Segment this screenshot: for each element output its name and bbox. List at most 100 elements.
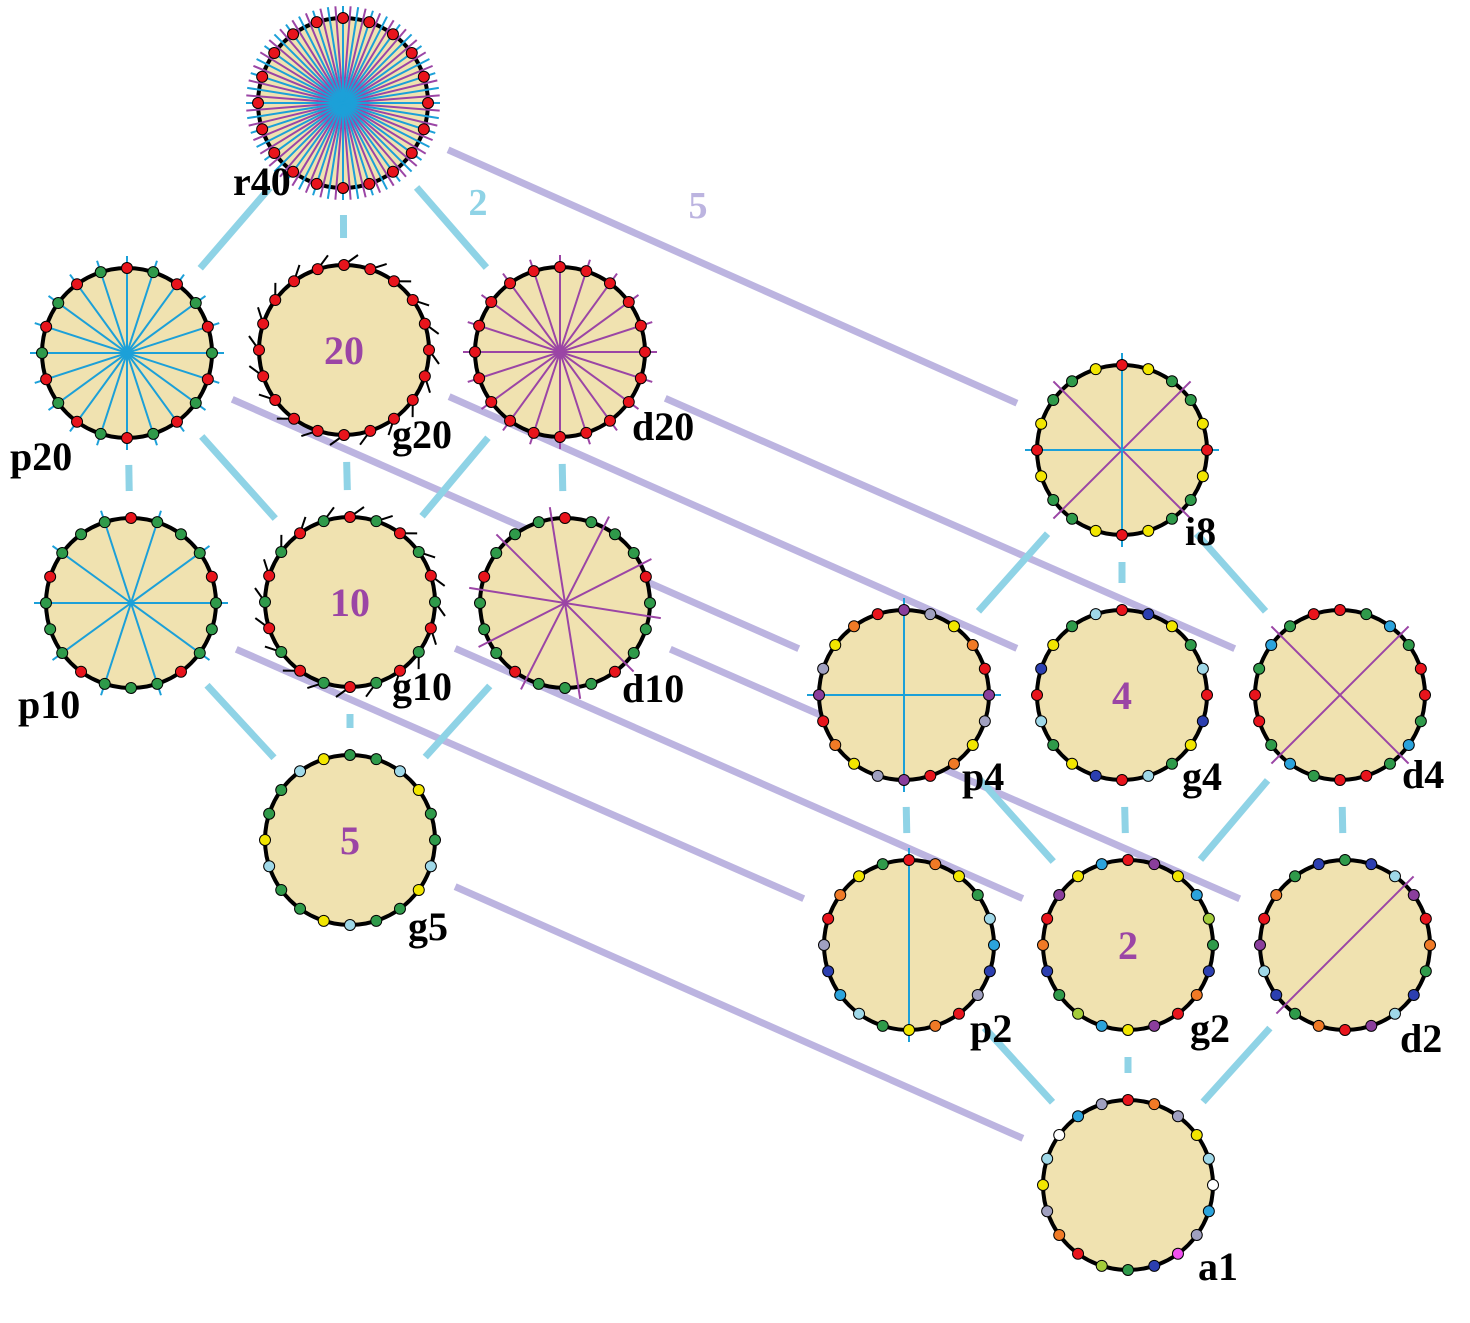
vertex-dot (41, 598, 52, 609)
vertex-dot (1143, 525, 1154, 536)
vertex-dot (394, 903, 405, 914)
vertex-dot (1036, 471, 1047, 482)
vertex-dot (505, 278, 516, 289)
vertex-dot (1032, 690, 1043, 701)
vertex-dot (1172, 871, 1183, 882)
vertex-dot (1203, 913, 1214, 924)
vertex-dot (1149, 1020, 1160, 1031)
vertex-dot (1117, 360, 1128, 371)
vertex-dot (604, 415, 615, 426)
vertex-dot (967, 640, 978, 651)
vertex-dot (1420, 690, 1431, 701)
vertex-dot (53, 397, 64, 408)
vertex-dot (470, 347, 481, 358)
edge (978, 534, 1047, 612)
vertex-dot (1172, 1248, 1183, 1259)
vertex-dot (1255, 940, 1266, 951)
vertex-dot (1048, 395, 1059, 406)
vertex-dot (264, 861, 275, 872)
vertex-dot (814, 690, 825, 701)
vertex-dot (371, 754, 382, 765)
vertex-dot (289, 276, 300, 287)
node: d2 (1255, 855, 1443, 1062)
vertex-dot (854, 871, 865, 882)
vertex-dot (1090, 525, 1101, 536)
vertex-dot (1266, 739, 1277, 750)
vertex-dot (407, 394, 418, 405)
edge (906, 807, 907, 833)
vertex-dot (1290, 871, 1301, 882)
vertex-dot (533, 678, 544, 689)
vertex-dot (371, 915, 382, 926)
vertex-dot (1384, 621, 1395, 632)
vertex-dot (1197, 418, 1208, 429)
vertex-dot (312, 425, 323, 436)
vertex-dot (1208, 940, 1219, 951)
vertex-dot (365, 264, 376, 275)
vertex-dot (1067, 513, 1078, 524)
vertex-dot (486, 297, 497, 308)
vertex-dot (635, 373, 646, 384)
vertex-dot (1038, 1180, 1049, 1191)
node-label: g10 (392, 664, 452, 709)
vertex-dot (148, 428, 159, 439)
vertex-dot (640, 571, 651, 582)
node-label: a1 (1198, 1244, 1238, 1289)
vertex-dot (1143, 609, 1154, 620)
vertex-dot (1054, 989, 1065, 1000)
vertex-dot (609, 529, 620, 540)
vertex-dot (1259, 966, 1270, 977)
vertex-dot (555, 262, 566, 273)
vertex-dot (171, 279, 182, 290)
vertex-dot (260, 597, 271, 608)
vertex-dot (1096, 859, 1107, 870)
vertex-dot (206, 571, 217, 582)
vertex-dot (872, 609, 883, 620)
vertex-dot (45, 571, 56, 582)
vertex-dot (609, 666, 620, 677)
vertex-dot (474, 320, 485, 331)
vertex-dot (57, 548, 68, 559)
vertex-dot (479, 571, 490, 582)
vertex-dot (72, 279, 83, 290)
vertex-dot (264, 808, 275, 819)
node: p20 (10, 256, 224, 479)
vertex-dot (1036, 663, 1047, 674)
vertex-dot (1191, 1130, 1202, 1141)
vertex-dot (295, 766, 306, 777)
node-label: r40 (233, 159, 291, 204)
vertex-dot (364, 17, 375, 28)
vertex-dot (175, 666, 186, 677)
vertex-dot (1117, 530, 1128, 541)
vertex-dot (126, 683, 137, 694)
vertex-dot (339, 430, 350, 441)
vertex-dot (76, 666, 87, 677)
vertex-dot (122, 263, 133, 274)
vertex-dot (1308, 770, 1319, 781)
vertex-dot (1143, 364, 1154, 375)
vertex-dot (37, 348, 48, 359)
edge (202, 436, 276, 518)
vertex-dot (388, 276, 399, 287)
vertex-dot (1073, 1008, 1084, 1019)
vertex-dot (276, 547, 287, 558)
vertex-dot (979, 663, 990, 674)
vertex-dot (1149, 1260, 1160, 1271)
vertex-dot (1384, 758, 1395, 769)
vertex-dot (1067, 621, 1078, 632)
vertex-dot (418, 124, 429, 135)
node: r40 (233, 6, 440, 204)
vertex-dot (830, 739, 841, 750)
vertex-dot (1335, 775, 1346, 786)
vertex-dot (295, 903, 306, 914)
vertex-dot (1203, 1153, 1214, 1164)
vertex-dot (1172, 1008, 1183, 1019)
vertex-dot (258, 371, 269, 382)
vertex-dot (387, 29, 398, 40)
node-center: 10 (330, 580, 370, 625)
vertex-dot (1361, 609, 1372, 620)
node-label: d4 (1402, 752, 1444, 797)
edge (207, 685, 274, 757)
vertex-dot (175, 529, 186, 540)
vertex-dot (1123, 855, 1134, 866)
